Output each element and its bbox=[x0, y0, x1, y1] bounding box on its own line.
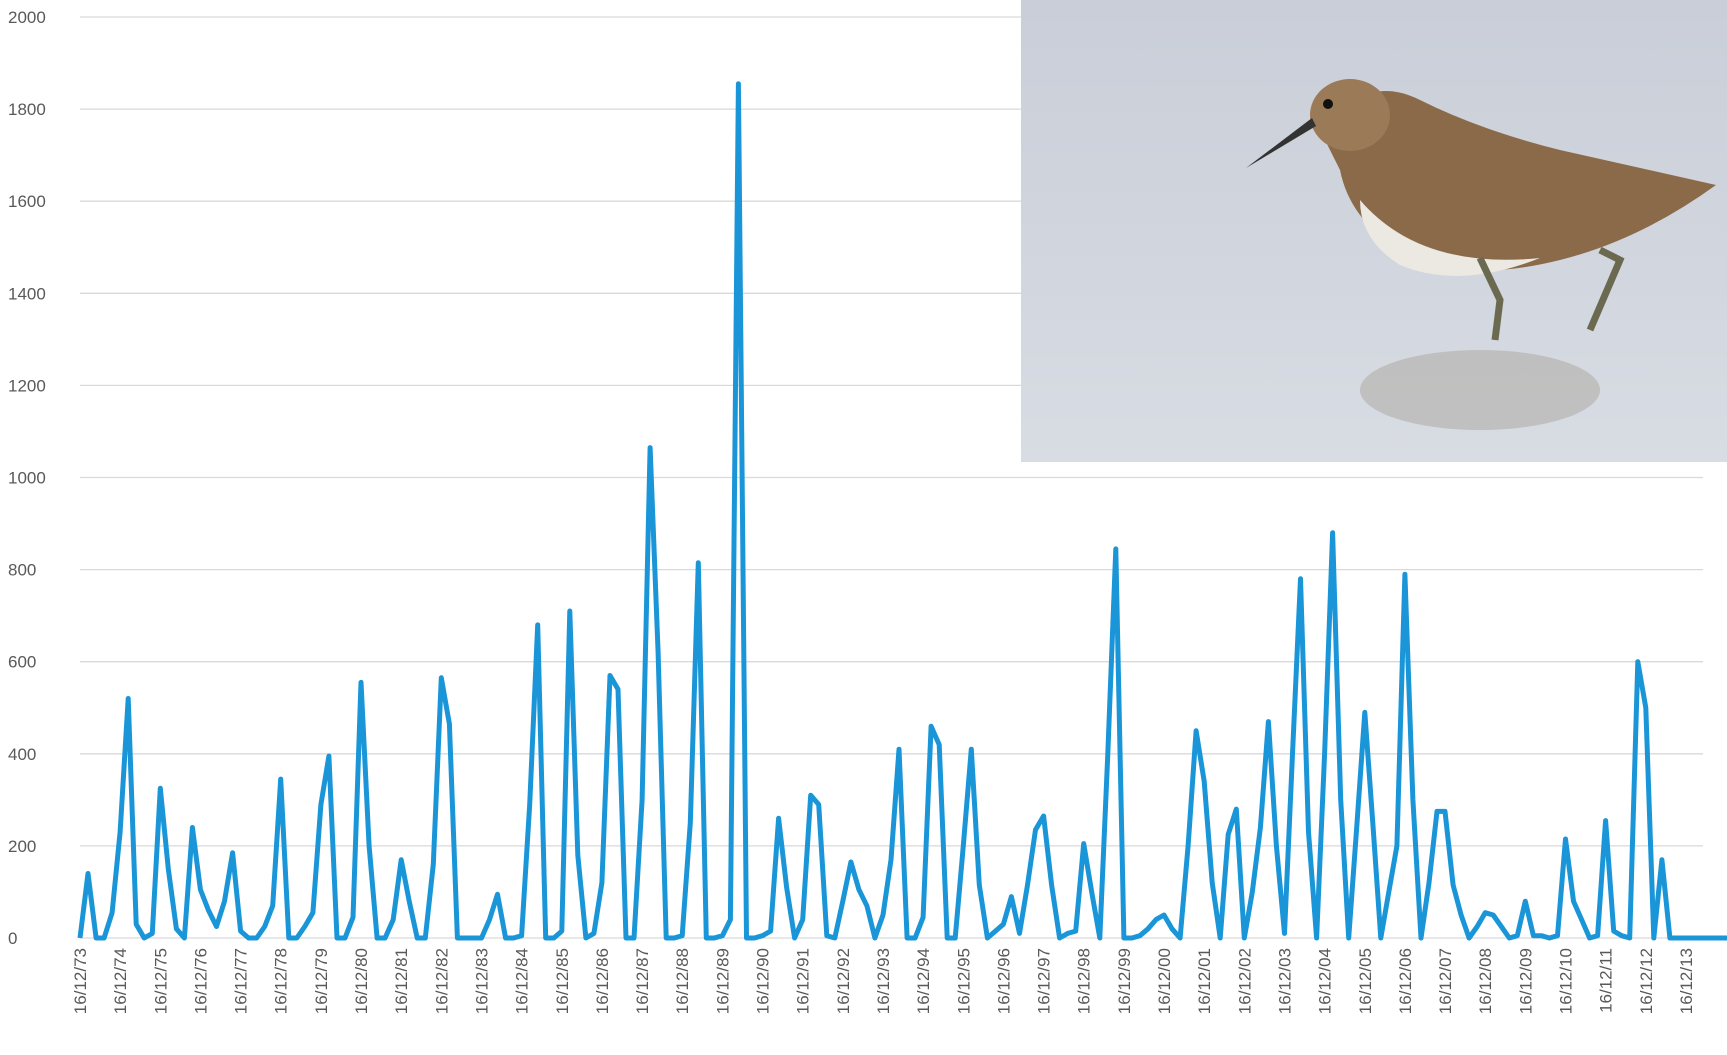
bird-legs bbox=[1476, 246, 1625, 341]
x-tick-label: 16/12/10 bbox=[1556, 948, 1575, 1014]
x-tick-label: 16/12/84 bbox=[513, 948, 532, 1014]
x-tick-label: 16/12/73 bbox=[71, 948, 90, 1014]
x-tick-label: 16/12/13 bbox=[1677, 948, 1696, 1014]
x-tick-label: 16/12/85 bbox=[553, 948, 572, 1014]
y-tick-label: 1000 bbox=[8, 469, 46, 488]
x-tick-label: 16/12/88 bbox=[673, 948, 692, 1014]
x-tick-label: 16/12/76 bbox=[191, 948, 210, 1014]
x-tick-label: 16/12/79 bbox=[312, 948, 331, 1014]
x-tick-label: 16/12/87 bbox=[633, 948, 652, 1014]
x-tick-label: 16/12/99 bbox=[1115, 948, 1134, 1014]
x-tick-label: 16/12/06 bbox=[1396, 948, 1415, 1014]
x-tick-label: 16/12/09 bbox=[1516, 948, 1535, 1014]
x-tick-label: 16/12/74 bbox=[111, 948, 130, 1014]
x-tick-label: 16/12/89 bbox=[713, 948, 732, 1014]
x-tick-label: 16/12/00 bbox=[1155, 948, 1174, 1014]
bird-body bbox=[1325, 91, 1716, 271]
y-tick-label: 200 bbox=[8, 837, 36, 856]
x-tick-label: 16/12/90 bbox=[754, 948, 773, 1014]
x-tick-label: 16/12/80 bbox=[352, 948, 371, 1014]
y-tick-label: 1600 bbox=[8, 192, 46, 211]
x-tick-label: 16/12/92 bbox=[834, 948, 853, 1014]
data-line bbox=[77, 81, 1727, 941]
bird-photo bbox=[1021, 0, 1727, 462]
x-tick-label: 16/12/97 bbox=[1035, 948, 1054, 1014]
x-tick-label: 16/12/93 bbox=[874, 948, 893, 1014]
y-tick-label: 800 bbox=[8, 561, 36, 580]
x-tick-label: 16/12/81 bbox=[392, 948, 411, 1014]
bird-head bbox=[1310, 79, 1390, 151]
x-tick-label: 16/12/01 bbox=[1195, 948, 1214, 1014]
x-tick-label: 16/12/96 bbox=[994, 948, 1013, 1014]
x-tick-label: 16/12/77 bbox=[232, 948, 251, 1014]
x-tick-label: 16/12/08 bbox=[1476, 948, 1495, 1014]
x-tick-label: 16/12/05 bbox=[1356, 948, 1375, 1014]
x-tick-label: 16/12/04 bbox=[1316, 948, 1335, 1014]
y-tick-label: 0 bbox=[8, 929, 17, 948]
x-tick-label: 16/12/95 bbox=[954, 948, 973, 1014]
x-tick-label: 16/12/78 bbox=[272, 948, 291, 1014]
x-tick-label: 16/12/75 bbox=[151, 948, 170, 1014]
bird-reflection bbox=[1360, 350, 1600, 430]
y-tick-label: 600 bbox=[8, 653, 36, 672]
y-tick-label: 1800 bbox=[8, 100, 46, 119]
x-tick-label: 16/12/02 bbox=[1235, 948, 1254, 1014]
y-tick-label: 2000 bbox=[8, 8, 46, 27]
x-tick-label: 16/12/94 bbox=[914, 948, 933, 1014]
bird-eye bbox=[1323, 99, 1333, 109]
x-tick-label: 16/12/82 bbox=[432, 948, 451, 1014]
x-tick-label: 16/12/91 bbox=[794, 948, 813, 1014]
bird-bill bbox=[1246, 118, 1316, 168]
bird-belly bbox=[1360, 200, 1540, 276]
x-tick-label: 16/12/86 bbox=[593, 948, 612, 1014]
x-tick-label: 16/12/12 bbox=[1637, 948, 1656, 1014]
x-tick-label: 16/12/07 bbox=[1436, 948, 1455, 1014]
x-tick-label: 16/12/98 bbox=[1075, 948, 1094, 1014]
x-tick-label: 16/12/03 bbox=[1275, 948, 1294, 1014]
x-tick-label: 16/12/11 bbox=[1597, 948, 1616, 1013]
y-tick-label: 1400 bbox=[8, 284, 46, 303]
y-tick-label: 1200 bbox=[8, 376, 46, 395]
y-tick-label: 400 bbox=[8, 745, 36, 764]
x-tick-label: 16/12/83 bbox=[472, 948, 491, 1014]
